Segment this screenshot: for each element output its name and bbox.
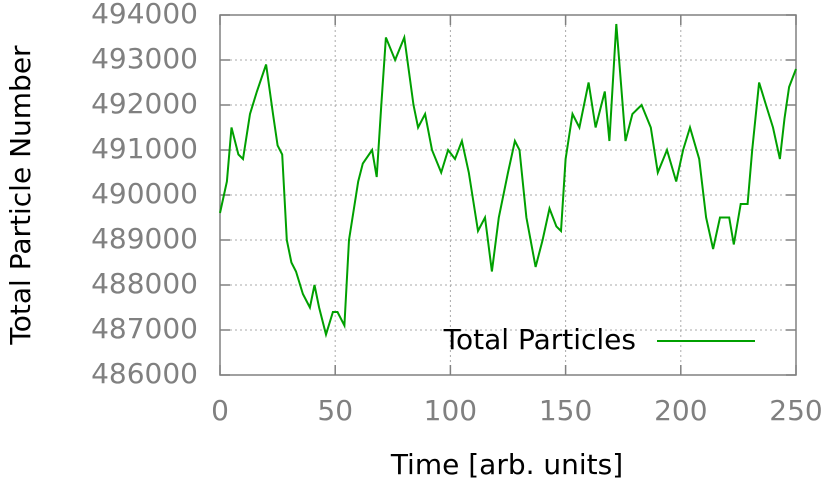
x-tick-label: 200 [654,394,707,427]
x-tick-label: 150 [539,394,592,427]
y-tick-label: 492000 [91,87,198,120]
y-axis-title: Total Particle Number [4,45,37,346]
y-tick-label: 490000 [91,177,198,210]
x-tick-label: 100 [424,394,477,427]
y-tick-label: 486000 [91,357,198,390]
x-axis-title: Time [arb. units] [390,448,623,481]
y-tick-label: 489000 [91,222,198,255]
y-tick-label: 487000 [91,312,198,345]
y-tick-label: 491000 [91,132,198,165]
plot-frame [219,14,797,376]
legend-label: Total Particles [443,323,636,356]
y-tick-label: 493000 [91,42,198,75]
y-tick-label: 494000 [91,0,198,30]
x-tick-label: 250 [769,394,822,427]
x-tick-label: 50 [317,394,353,427]
data-line [219,23,797,339]
y-tick-label: 488000 [91,267,198,300]
x-tick-label: 0 [211,394,229,427]
